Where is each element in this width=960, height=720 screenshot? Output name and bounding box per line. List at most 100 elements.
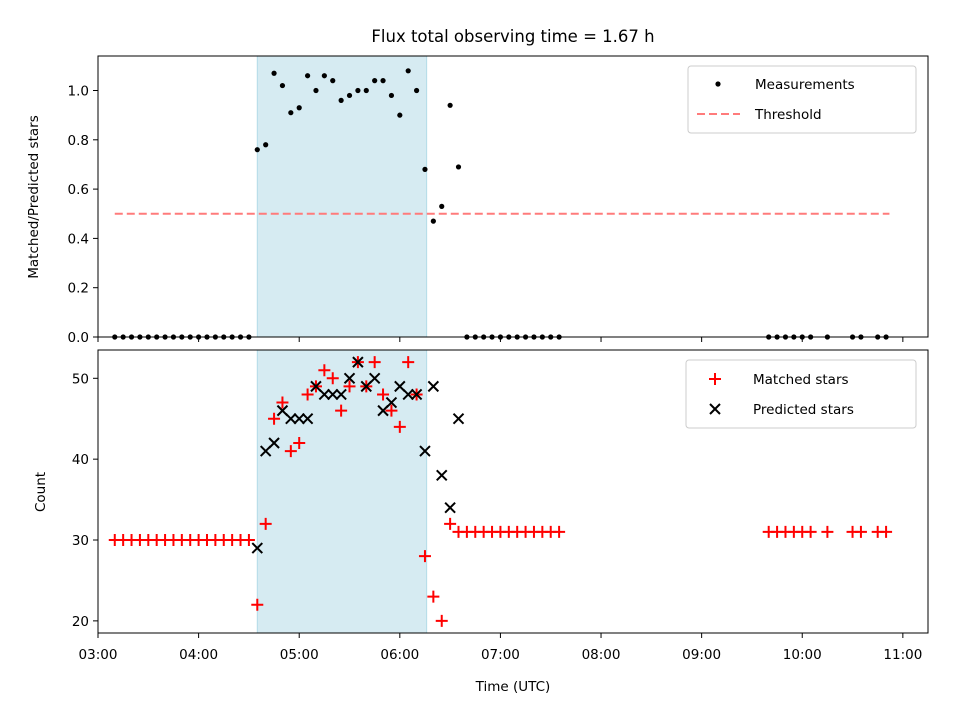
measurement-point <box>346 92 353 99</box>
top-y-tick-label: 1.0 <box>68 84 89 100</box>
measurement-point <box>372 78 378 84</box>
top-shaded-window <box>256 55 428 338</box>
legend-measurements-label: Measurements <box>755 77 855 93</box>
matched-star-point <box>251 598 264 611</box>
x-tick-label: 06:00 <box>380 647 419 663</box>
matched-star-point <box>418 550 431 563</box>
measurement-point <box>422 166 428 172</box>
measurement-point <box>330 78 336 84</box>
predicted-star-point <box>327 388 339 401</box>
legend-matched-stars-marker <box>709 373 721 385</box>
matched-star-point <box>880 525 893 538</box>
matched-star-point <box>301 388 314 401</box>
measurement-point <box>263 142 269 148</box>
top-plot-area <box>112 55 890 340</box>
top-y-tick-label: 0.8 <box>68 133 89 149</box>
chart-title: Flux total observing time = 1.67 h <box>371 27 654 46</box>
measurement-point <box>363 87 369 94</box>
predicted-star-point <box>402 388 414 401</box>
measurement-point <box>254 147 260 153</box>
predicted-star-point <box>385 396 398 409</box>
matched-star-point <box>444 517 457 530</box>
legend-measurements-marker <box>715 81 721 87</box>
legend-predicted-stars-label: Predicted stars <box>753 402 854 418</box>
matched-star-point <box>368 356 381 369</box>
x-axis-label: Time (UTC) <box>475 679 551 695</box>
top-legend-box <box>687 65 917 134</box>
bottom-y-tick-label: 30 <box>72 533 89 549</box>
predicted-star-point <box>343 372 356 385</box>
predicted-star-point <box>335 388 347 401</box>
measurement-point <box>439 203 445 209</box>
matched-star-point <box>393 420 406 433</box>
measurement-point <box>447 102 453 108</box>
top-y-axis: 0.0 0.2 0.4 0.6 0.8 1.0 <box>68 84 98 346</box>
legend-threshold-label: Threshold <box>754 107 822 123</box>
top-y-tick-label: 0.0 <box>68 330 89 346</box>
predicted-star-point <box>268 437 280 449</box>
x-tick-label: 05:00 <box>280 647 319 663</box>
measurement-point <box>388 92 395 99</box>
legend-predicted-stars-marker <box>709 403 721 415</box>
legend-matched-stars-label: Matched stars <box>753 372 849 388</box>
measurement-point <box>304 73 311 79</box>
bottom-y-tick-label: 50 <box>72 371 89 387</box>
predicted-star-point <box>285 413 297 425</box>
matched-star-point <box>318 364 331 377</box>
matched-star-point <box>553 525 566 538</box>
predicted-star-point <box>301 413 314 425</box>
matched-star-point <box>259 517 272 530</box>
predicted-star-point <box>444 501 456 514</box>
measurement-point <box>397 112 403 118</box>
measurement-point <box>355 87 361 94</box>
measurement-point <box>321 73 327 79</box>
predicted-star-point <box>293 413 305 425</box>
matched-star-point <box>343 380 356 393</box>
predicted-star-point <box>419 445 431 457</box>
matched-star-point <box>821 525 834 538</box>
matched-star-point <box>427 590 440 603</box>
bottom-y-tick-label: 40 <box>72 452 89 468</box>
matched-star-point <box>326 372 339 385</box>
measurement-point <box>413 87 420 94</box>
matched-star-point <box>335 404 348 417</box>
top-y-tick-label: 0.2 <box>68 281 89 297</box>
x-tick-label: 07:00 <box>481 647 520 663</box>
matched-star-point <box>284 445 297 458</box>
x-tick-label: 11:00 <box>883 647 922 663</box>
x-tick-label: 08:00 <box>582 647 621 663</box>
top-axes-frame <box>97 55 929 338</box>
x-tick-label: 09:00 <box>682 647 721 663</box>
matched-star-point <box>854 525 867 538</box>
measurement-point <box>296 105 302 111</box>
top-y-tick-label: 0.4 <box>68 231 89 247</box>
matched-star-point <box>268 412 281 425</box>
matched-star-point <box>276 396 289 409</box>
measurement-point <box>380 78 386 84</box>
x-axis: 03:00 04:00 05:00 06:00 07:00 08:00 09:00 10:00… <box>79 337 922 663</box>
matched-star-point <box>293 436 306 449</box>
matched-star-point <box>385 404 398 417</box>
bottom-legend-box <box>685 359 917 429</box>
predicted-star-point <box>410 388 423 401</box>
matched-star-point <box>402 356 415 369</box>
measurement-point <box>430 218 436 224</box>
predicted-star-point <box>436 469 448 482</box>
measurement-point <box>271 70 277 76</box>
measurement-point <box>288 110 294 116</box>
predicted-star-point <box>352 356 364 368</box>
x-tick-label: 04:00 <box>179 647 218 663</box>
bottom-y-axis-label: Count <box>33 472 49 512</box>
predicted-star-point <box>318 388 331 401</box>
bottom-shaded-window <box>256 349 428 634</box>
measurement-point <box>338 97 344 103</box>
top-panel: 0.0 0.2 0.4 0.6 0.8 1.0 Matched/Predicted sta… <box>26 55 929 346</box>
measurement-point <box>405 68 411 74</box>
measurement-point <box>313 87 319 94</box>
matched-star-point <box>804 525 817 538</box>
measurement-point <box>279 82 286 89</box>
measurement-point <box>455 164 462 170</box>
bottom-axes-frame <box>97 349 929 634</box>
top-y-tick-label: 0.6 <box>68 182 89 198</box>
